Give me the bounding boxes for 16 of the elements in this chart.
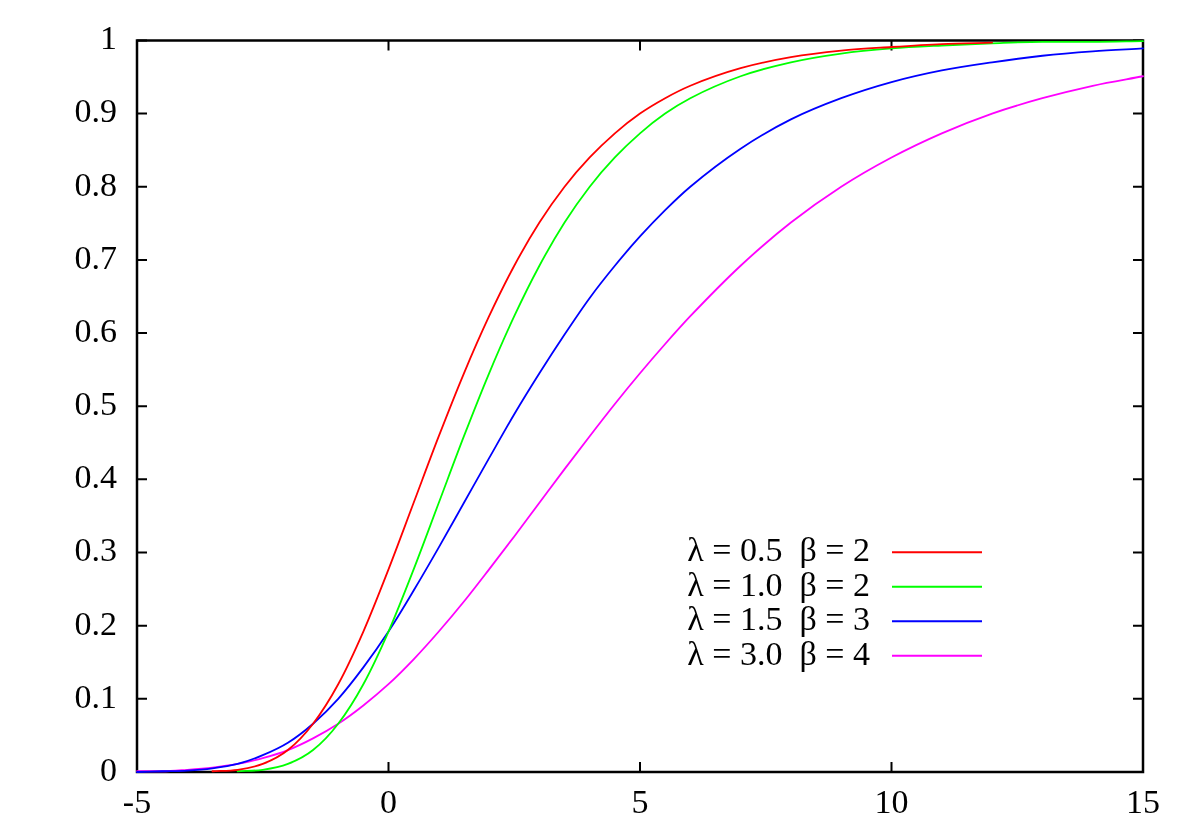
y-tick-label: 0.1 [74, 677, 117, 715]
y-tick-label: 0.4 [74, 458, 117, 496]
y-tick-label: 1 [100, 19, 117, 57]
x-tick-label: 0 [380, 783, 397, 821]
y-tick-label: 0.7 [74, 238, 117, 276]
y-tick-label: 0.8 [74, 165, 117, 203]
y-tick-label: 0 [100, 750, 117, 788]
y-tick-label: 0.2 [74, 604, 117, 642]
y-tick-label: 0.3 [74, 531, 117, 569]
x-tick-label: -5 [122, 783, 152, 821]
x-tick-label: 15 [1126, 783, 1160, 821]
x-tick-label: 10 [874, 783, 909, 821]
y-tick-label: 0.5 [74, 385, 117, 423]
y-tick-label: 0.9 [74, 92, 117, 130]
x-tick-label: 5 [631, 783, 649, 821]
y-tick-label: 0.6 [74, 311, 117, 349]
